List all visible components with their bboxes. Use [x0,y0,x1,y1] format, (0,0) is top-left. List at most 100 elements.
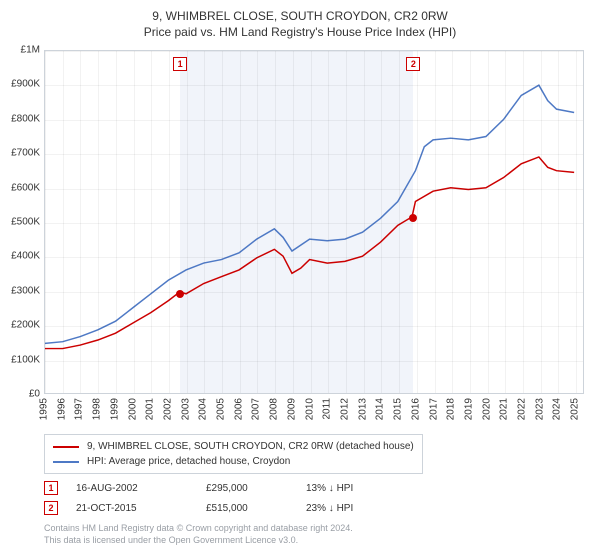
legend: 9, WHIMBREL CLOSE, SOUTH CROYDON, CR2 0R… [44,434,584,474]
legend-swatch [53,461,79,463]
y-tick-label: £300K [0,285,40,296]
x-tick-label: 2007 [251,398,262,420]
gridline-v [576,51,577,393]
gridline-v [45,51,46,393]
x-tick-label: 2015 [393,398,404,420]
gridline-v [169,51,170,393]
y-tick-label: £400K [0,251,40,262]
y-tick-label: £500K [0,217,40,228]
gridline-v [134,51,135,393]
license-line-2: This data is licensed under the Open Gov… [44,534,584,546]
gridline-h [45,154,583,155]
x-tick-label: 2003 [180,398,191,420]
legend-box: 9, WHIMBREL CLOSE, SOUTH CROYDON, CR2 0R… [44,434,423,474]
license-text: Contains HM Land Registry data © Crown c… [44,522,584,546]
x-tick-label: 2001 [145,398,156,420]
gridline-v [505,51,506,393]
gridline-h [45,257,583,258]
x-tick-label: 1996 [56,398,67,420]
sale-row: 2 21-OCT-2015 £515,000 23% ↓ HPI [44,498,584,518]
gridline-v [558,51,559,393]
x-tick-label: 2017 [428,398,439,420]
x-tick-label: 2018 [446,398,457,420]
x-tick-label: 2016 [410,398,421,420]
title-line-1: 9, WHIMBREL CLOSE, SOUTH CROYDON, CR2 0R… [0,8,600,24]
sale-price: £295,000 [206,483,306,494]
figure-container: 9, WHIMBREL CLOSE, SOUTH CROYDON, CR2 0R… [0,0,600,560]
x-tick-label: 1998 [92,398,103,420]
x-tick-label: 2021 [499,398,510,420]
x-tick-label: 1995 [39,398,50,420]
gridline-v [328,51,329,393]
gridline-h [45,189,583,190]
x-tick-label: 1999 [109,398,120,420]
legend-label: 9, WHIMBREL CLOSE, SOUTH CROYDON, CR2 0R… [87,439,414,454]
gridline-v [98,51,99,393]
x-tick-label: 2024 [552,398,563,420]
x-tick-label: 2006 [233,398,244,420]
sale-marker-box: 2 [44,501,58,515]
sale-row: 1 16-AUG-2002 £295,000 13% ↓ HPI [44,478,584,498]
gridline-v [435,51,436,393]
x-tick-label: 2025 [570,398,581,420]
gridline-h [45,51,583,52]
gridline-v [63,51,64,393]
sale-marker: 2 [406,57,420,71]
x-tick-label: 2013 [357,398,368,420]
sale-dot [409,214,417,222]
gridline-h [45,85,583,86]
sale-price: £515,000 [206,503,306,514]
sale-marker-box: 1 [44,481,58,495]
x-tick-label: 2005 [216,398,227,420]
gridline-v [399,51,400,393]
legend-swatch [53,446,79,448]
gridline-h [45,326,583,327]
x-tick-label: 2014 [375,398,386,420]
gridline-v [381,51,382,393]
gridline-v [222,51,223,393]
sale-date: 16-AUG-2002 [76,483,206,494]
gridline-v [470,51,471,393]
gridline-v [80,51,81,393]
gridline-v [364,51,365,393]
x-tick-label: 2009 [286,398,297,420]
title-line-2: Price paid vs. HM Land Registry's House … [0,24,600,40]
x-tick-label: 2010 [304,398,315,420]
x-tick-label: 1997 [74,398,85,420]
y-tick-label: £600K [0,182,40,193]
gridline-h [45,361,583,362]
gridline-v [151,51,152,393]
chart-plot-area: 12 [44,50,584,394]
gridline-v [523,51,524,393]
sale-date: 21-OCT-2015 [76,503,206,514]
y-tick-label: £700K [0,148,40,159]
y-tick-label: £900K [0,79,40,90]
x-tick-label: 2023 [534,398,545,420]
license-line-1: Contains HM Land Registry data © Crown c… [44,522,584,534]
gridline-v [257,51,258,393]
y-tick-label: £0 [0,389,40,400]
gridline-h [45,292,583,293]
sale-dot [176,290,184,298]
chart-title: 9, WHIMBREL CLOSE, SOUTH CROYDON, CR2 0R… [0,0,600,40]
x-tick-label: 2022 [517,398,528,420]
y-tick-label: £100K [0,354,40,365]
gridline-v [275,51,276,393]
x-tick-label: 2019 [463,398,474,420]
x-tick-label: 2002 [162,398,173,420]
gridline-v [417,51,418,393]
x-tick-label: 2008 [269,398,280,420]
sale-delta: 13% ↓ HPI [306,483,416,494]
gridline-v [293,51,294,393]
series-line-hpi [45,85,574,343]
gridline-v [346,51,347,393]
x-tick-label: 2004 [198,398,209,420]
x-tick-label: 2000 [127,398,138,420]
gridline-v [187,51,188,393]
x-tick-label: 2020 [481,398,492,420]
gridline-h [45,120,583,121]
sale-marker: 1 [173,57,187,71]
gridline-v [541,51,542,393]
gridline-v [240,51,241,393]
gridline-v [116,51,117,393]
